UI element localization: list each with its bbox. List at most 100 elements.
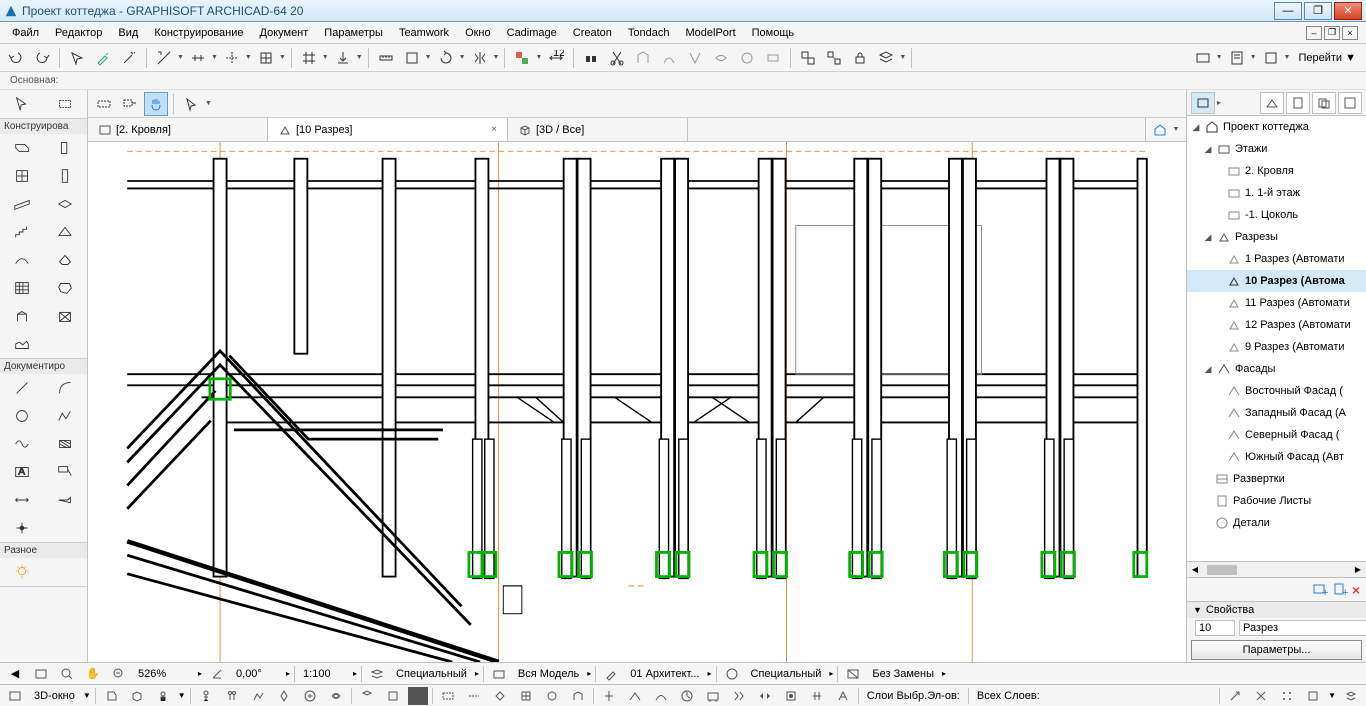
- tree-elevation[interactable]: Южный Фасад (Авт: [1187, 446, 1366, 468]
- delete-icon[interactable]: ×: [1352, 582, 1360, 598]
- tree-worksheets[interactable]: Рабочие Листы: [1187, 490, 1366, 512]
- scale-value[interactable]: 1:100: [299, 668, 349, 680]
- menu-window[interactable]: Окно: [457, 25, 499, 41]
- sb-i18[interactable]: [598, 687, 620, 705]
- settings-button[interactable]: Параметры...: [1191, 640, 1362, 660]
- rotate-button[interactable]: [434, 46, 458, 70]
- group-button[interactable]: [796, 46, 820, 70]
- layer-combo-icon[interactable]: [366, 665, 388, 683]
- tab-section[interactable]: [10 Разрез] ×: [268, 118, 508, 141]
- wall-tool[interactable]: [0, 134, 44, 162]
- mdi-close[interactable]: ×: [1342, 26, 1358, 40]
- sb-i6[interactable]: [247, 687, 269, 705]
- sb-i7[interactable]: [273, 687, 295, 705]
- text-tool[interactable]: A: [0, 458, 44, 486]
- undo-button[interactable]: [4, 46, 28, 70]
- menu-creaton[interactable]: Creaton: [565, 25, 620, 41]
- tree-hscroll[interactable]: ◀▶: [1187, 561, 1366, 577]
- menu-editor[interactable]: Редактор: [47, 25, 110, 41]
- sb-r3[interactable]: [1276, 687, 1298, 705]
- dimension-tool[interactable]: [0, 486, 44, 514]
- minimize-button[interactable]: —: [1274, 2, 1302, 20]
- sb-i24[interactable]: [754, 687, 776, 705]
- nav-sets-tab[interactable]: [1338, 92, 1362, 114]
- tree-interior[interactable]: Развертки: [1187, 468, 1366, 490]
- tree-section-selected[interactable]: 10 Разрез (Автома: [1187, 270, 1366, 292]
- gravity-button[interactable]: [331, 46, 355, 70]
- magic-wand-button[interactable]: [117, 46, 141, 70]
- close-button[interactable]: ✕: [1334, 2, 1362, 20]
- marquee2-button[interactable]: [118, 92, 142, 116]
- mirror-button[interactable]: [468, 46, 492, 70]
- tree-story[interactable]: 1. 1-й этаж: [1187, 182, 1366, 204]
- curtain-tool[interactable]: [0, 274, 44, 302]
- zone-tool[interactable]: [44, 302, 88, 330]
- pan-button[interactable]: [144, 92, 168, 116]
- menu-help[interactable]: Помощь: [744, 25, 803, 41]
- menu-file[interactable]: Файл: [4, 25, 47, 41]
- marquee-mode-button[interactable]: [92, 92, 116, 116]
- tree-section[interactable]: 12 Разрез (Автомати: [1187, 314, 1366, 336]
- lock-button[interactable]: [848, 46, 872, 70]
- sb-i23[interactable]: [728, 687, 750, 705]
- model-icon[interactable]: [488, 665, 510, 683]
- publish-button[interactable]: [1259, 46, 1283, 70]
- sb-r5[interactable]: [1340, 687, 1362, 705]
- sb-i13[interactable]: [463, 687, 485, 705]
- zoom-prev-button[interactable]: [108, 665, 130, 683]
- angle-button[interactable]: [206, 665, 228, 683]
- polyline-tool[interactable]: [44, 402, 88, 430]
- menu-construct[interactable]: Конструирование: [146, 25, 251, 41]
- tool-a[interactable]: [631, 46, 655, 70]
- layer-combo[interactable]: Специальный: [392, 668, 471, 680]
- fill-tool[interactable]: [44, 430, 88, 458]
- grid-button[interactable]: [254, 46, 278, 70]
- property-id-input[interactable]: [1195, 620, 1235, 636]
- sb-i1[interactable]: [100, 687, 122, 705]
- door-tool[interactable]: [44, 134, 88, 162]
- zoom-value[interactable]: 526%: [134, 668, 194, 680]
- tool-b[interactable]: [657, 46, 681, 70]
- hotspot-tool[interactable]: [0, 514, 44, 542]
- tree-story[interactable]: 2. Кровля: [1187, 160, 1366, 182]
- gridsnap-button[interactable]: [297, 46, 321, 70]
- tool-d[interactable]: [709, 46, 733, 70]
- sb-i4[interactable]: [195, 687, 217, 705]
- new-item-icon[interactable]: +: [1332, 582, 1348, 598]
- sb-i14[interactable]: [489, 687, 511, 705]
- column-tool[interactable]: [44, 162, 88, 190]
- menu-view[interactable]: Вид: [110, 25, 146, 41]
- mdi-restore[interactable]: ❐: [1324, 26, 1340, 40]
- pen-icon[interactable]: [600, 665, 622, 683]
- circle-tool[interactable]: [0, 402, 44, 430]
- tab-close-icon[interactable]: ×: [491, 124, 497, 135]
- tree-elevations[interactable]: ◢Фасады: [1187, 358, 1366, 380]
- color-button[interactable]: [510, 46, 534, 70]
- line-tool[interactable]: [0, 374, 44, 402]
- sb-r4[interactable]: [1302, 687, 1324, 705]
- fit-button[interactable]: [30, 665, 52, 683]
- sb-i8[interactable]: [299, 687, 321, 705]
- tree-sections[interactable]: ◢Разрезы: [1187, 226, 1366, 248]
- sb-i20[interactable]: [650, 687, 672, 705]
- canvas[interactable]: [88, 142, 1186, 662]
- tool-c[interactable]: [683, 46, 707, 70]
- slab-tool[interactable]: [44, 190, 88, 218]
- nav-view-tab[interactable]: [1260, 92, 1284, 114]
- label-tool[interactable]: [44, 458, 88, 486]
- dim-button[interactable]: 12: [544, 46, 568, 70]
- sb-i11[interactable]: [382, 687, 404, 705]
- pick-button[interactable]: [65, 46, 89, 70]
- shell-tool[interactable]: [0, 246, 44, 274]
- beam-tool[interactable]: [0, 190, 44, 218]
- properties-header[interactable]: ▼Свойства: [1187, 602, 1366, 618]
- shape-button[interactable]: [400, 46, 424, 70]
- sb-i3[interactable]: [152, 687, 174, 705]
- mvo[interactable]: Специальный: [747, 668, 826, 680]
- arc-tool[interactable]: [44, 374, 88, 402]
- sb-window-icon[interactable]: [4, 687, 26, 705]
- pen-set[interactable]: 01 Архитект...: [626, 668, 703, 680]
- morph-tool[interactable]: [44, 274, 88, 302]
- redo-button[interactable]: [30, 46, 54, 70]
- nav-layout-tab[interactable]: [1286, 92, 1310, 114]
